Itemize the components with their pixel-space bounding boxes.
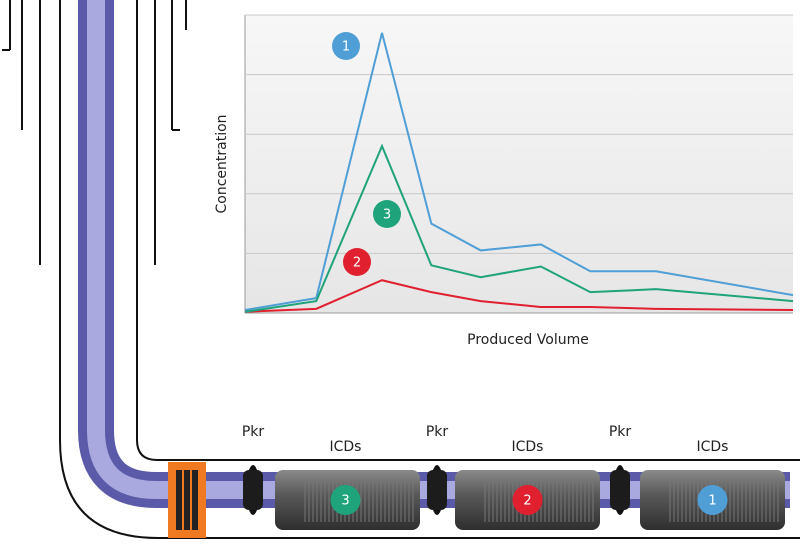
series-line <box>244 279 794 313</box>
packer-body <box>427 470 447 510</box>
tool-number: 3 <box>341 494 349 509</box>
swell-packer <box>168 462 206 538</box>
tool-badge <box>697 485 728 515</box>
zone-label: ICDs <box>512 439 544 455</box>
legend-label: 2 <box>353 256 361 271</box>
packer-body <box>610 470 630 510</box>
series-line <box>244 143 794 313</box>
tool-number: 1 <box>708 494 716 509</box>
zone-label: ICDs <box>697 439 729 455</box>
legend-label: 1 <box>342 40 350 55</box>
zone-label: ICDs <box>330 439 362 455</box>
chart-area: Concentration Produced Volume <box>214 15 793 348</box>
series-badge <box>373 200 401 228</box>
plot: 1 2 3 <box>244 14 794 313</box>
tool-number: 2 <box>523 494 531 509</box>
x-axis-label: Produced Volume <box>467 332 589 348</box>
series-line <box>244 32 794 312</box>
series-badge <box>332 32 360 60</box>
y-axis-label: Concentration <box>214 114 230 213</box>
completion: Pkr Pkr Pkr ICDs 3 ICDs 2 ICDs 1 <box>242 424 785 530</box>
legend-label: 3 <box>383 208 391 223</box>
tool-badge <box>512 485 543 515</box>
packer-label: Pkr <box>609 424 632 440</box>
packer-label: Pkr <box>242 424 265 440</box>
tubing <box>87 0 790 499</box>
plot-background <box>245 15 793 313</box>
packer-label: Pkr <box>426 424 449 440</box>
tool-badge <box>330 485 361 515</box>
packer-body <box>243 470 263 510</box>
series-badge <box>343 248 371 276</box>
